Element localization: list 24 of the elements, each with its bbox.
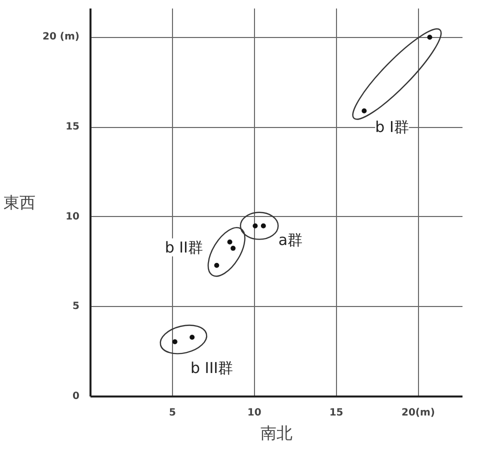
point [230,246,236,251]
y-tick-label: 10 [66,211,80,222]
y-axis-title: 東西 [4,193,36,212]
point [172,339,178,344]
x-axis-title: 南北 [260,424,292,442]
x-tick-label: 10 [247,408,262,418]
point [214,262,220,268]
x-tick-label: 20(m) [402,408,435,418]
x-tick-label: 15 [329,408,344,418]
y-tick-label: 20 (m) [42,32,80,43]
point [227,240,232,245]
point [252,223,258,228]
annotation: b III群 [190,358,234,377]
point [427,34,432,40]
annotation: a群 [278,231,303,250]
point [190,334,195,340]
point [362,108,367,114]
point [260,223,266,228]
annotation: b I群 [375,118,409,136]
annotation: b II群 [164,238,203,256]
x-tick-label: 5 [168,408,176,418]
y-tick-label: 5 [72,301,80,312]
y-tick-label: 0 [72,391,80,402]
y-tick-label: 15 [66,122,80,133]
